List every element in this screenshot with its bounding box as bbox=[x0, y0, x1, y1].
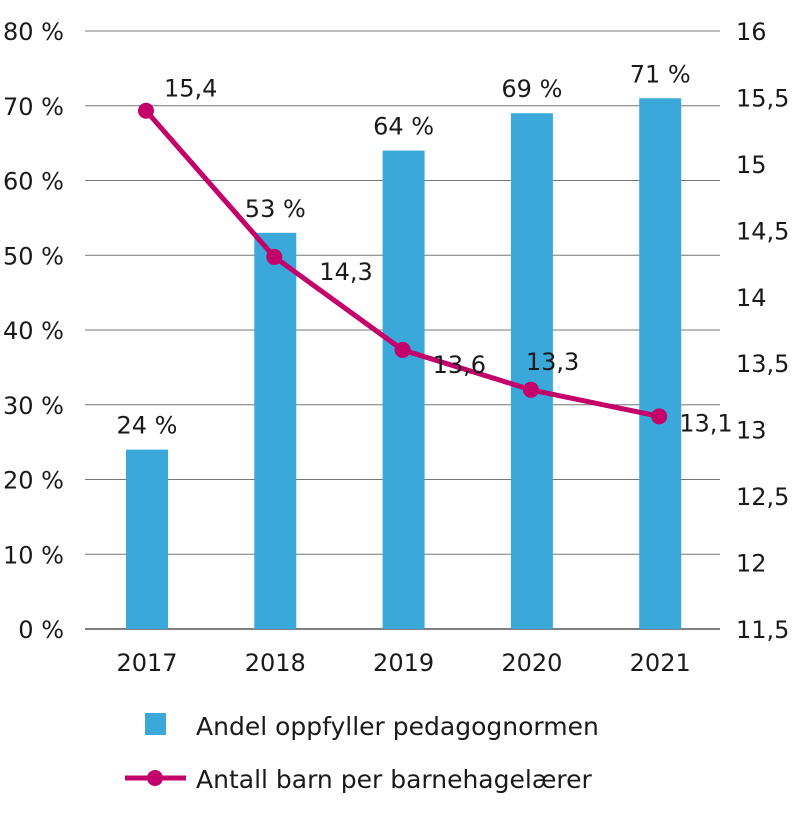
x-tick-label: 2021 bbox=[630, 649, 691, 677]
bar bbox=[254, 232, 297, 629]
line-series: 15,4 14,3 13,6 13,3 13,1 bbox=[138, 75, 733, 437]
line-data-label: 14,3 bbox=[319, 258, 372, 286]
line-marker bbox=[394, 341, 411, 358]
bar-data-label: 64 % bbox=[373, 113, 434, 141]
left-tick-label: 80 % bbox=[3, 18, 64, 46]
left-tick-label: 40 % bbox=[3, 317, 64, 345]
right-tick-label: 15,5 bbox=[736, 84, 789, 112]
line-marker bbox=[266, 248, 283, 265]
bar bbox=[510, 113, 553, 630]
right-tick-label: 11,5 bbox=[736, 616, 789, 644]
bar-data-label: 69 % bbox=[501, 75, 562, 103]
right-tick-label: 15 bbox=[736, 151, 767, 179]
x-tick-label: 2019 bbox=[373, 649, 434, 677]
bar bbox=[639, 98, 682, 629]
x-tick-label: 2018 bbox=[245, 649, 306, 677]
axes: 0 % 10 % 20 % 30 % 40 % 50 % 60 % 70 % 80 % 11,5 1… bbox=[3, 18, 789, 677]
right-tick-label: 16 bbox=[736, 18, 767, 46]
line-data-label: 13,6 bbox=[433, 351, 486, 379]
right-tick-label: 12,5 bbox=[736, 483, 789, 511]
right-tick-label: 13,5 bbox=[736, 350, 789, 378]
line-marker bbox=[138, 102, 154, 119]
right-tick-label: 12 bbox=[736, 550, 767, 578]
left-tick-label: 60 % bbox=[3, 168, 64, 196]
legend-line-label: Antall barn per barnehagelærer bbox=[196, 765, 592, 794]
left-tick-label: 30 % bbox=[3, 392, 64, 420]
legend: Andel oppfyller pedagognormen Antall bar… bbox=[125, 712, 599, 794]
bar-data-label: 53 % bbox=[245, 195, 306, 223]
left-tick-label: 50 % bbox=[3, 242, 64, 270]
bar bbox=[126, 449, 168, 629]
x-tick-label: 2017 bbox=[116, 649, 177, 677]
left-tick-label: 0 % bbox=[18, 616, 64, 644]
right-tick-label: 13 bbox=[736, 417, 767, 445]
line-marker bbox=[522, 381, 539, 398]
legend-line-marker bbox=[147, 770, 163, 786]
left-tick-label: 10 % bbox=[3, 541, 64, 569]
bar bbox=[382, 150, 425, 629]
bar-data-label: 24 % bbox=[117, 412, 178, 440]
right-tick-label: 14 bbox=[736, 284, 767, 312]
line-marker bbox=[651, 408, 668, 425]
left-tick-label: 70 % bbox=[3, 93, 64, 121]
x-tick-label: 2020 bbox=[501, 649, 562, 677]
line-data-label: 15,4 bbox=[164, 75, 217, 103]
bar-data-label: 71 % bbox=[630, 60, 691, 88]
left-tick-label: 20 % bbox=[3, 467, 64, 495]
right-tick-label: 14,5 bbox=[736, 217, 789, 245]
bars: 24 % 53 % 64 % 69 % 71 % bbox=[117, 60, 691, 630]
line-data-label: 13,1 bbox=[679, 409, 732, 437]
legend-bar-swatch bbox=[145, 713, 166, 735]
legend-bar-label: Andel oppfyller pedagognormen bbox=[196, 712, 599, 741]
line-data-label: 13,3 bbox=[526, 348, 579, 376]
